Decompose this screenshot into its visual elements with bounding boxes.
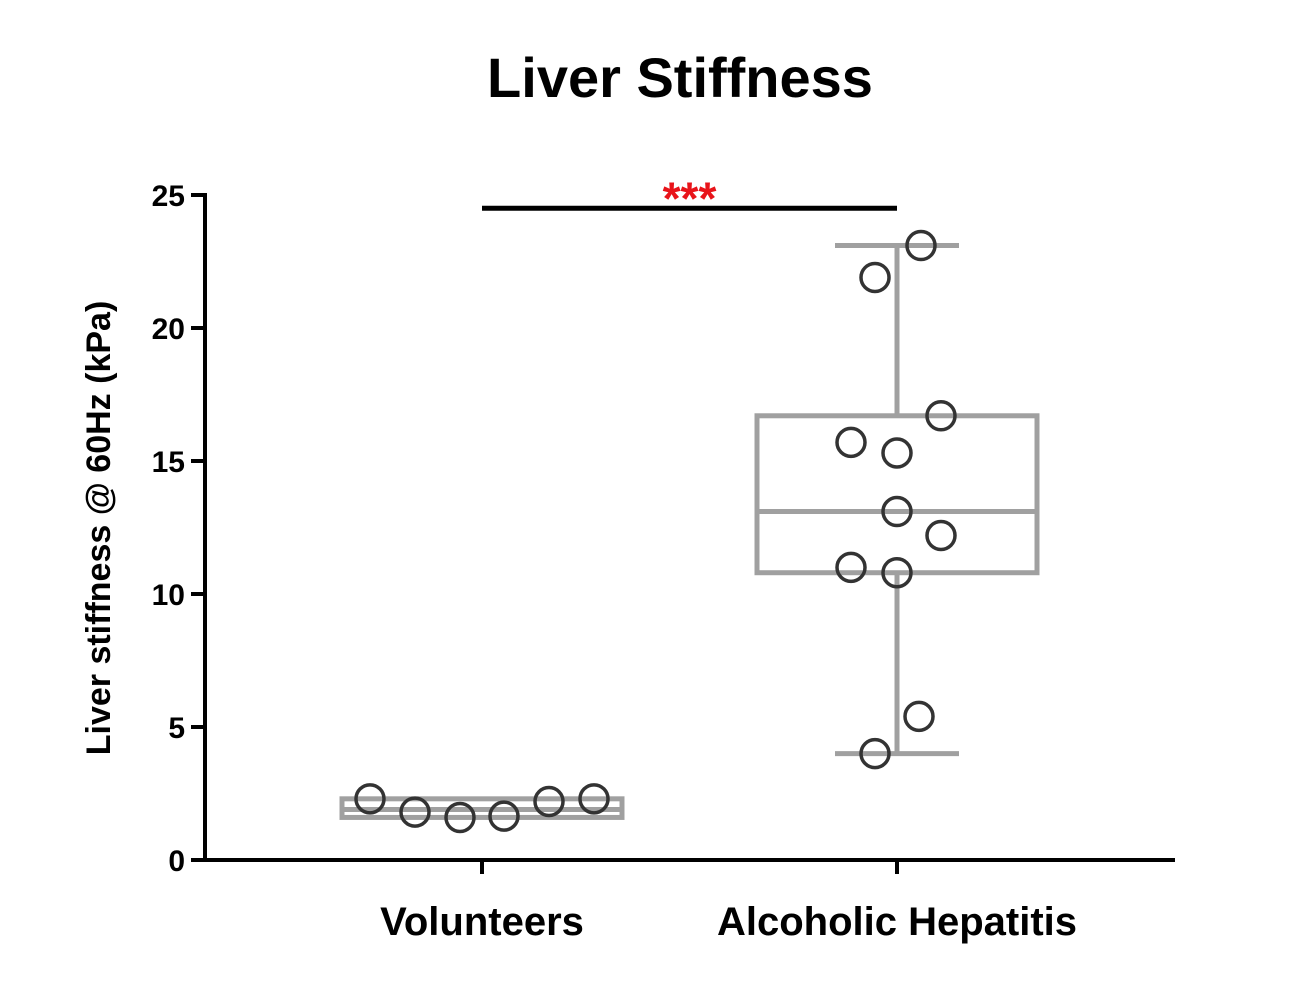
x-tick-label: Volunteers <box>380 900 584 944</box>
y-tick-label: 20 <box>152 313 185 346</box>
data-point <box>399 796 431 828</box>
data-point <box>835 551 867 584</box>
significance-annotation: *** <box>482 172 897 224</box>
data-point <box>903 700 935 733</box>
chart-title: Liver Stiffness <box>487 46 873 109</box>
y-tick-label: 10 <box>152 579 185 612</box>
data-point <box>835 426 867 459</box>
data-point <box>905 229 937 262</box>
data-point <box>488 800 520 832</box>
y-tick-label: 0 <box>168 845 185 878</box>
data-point <box>881 556 913 589</box>
data-point <box>444 801 476 834</box>
data-point <box>533 785 565 818</box>
data-point <box>859 737 891 770</box>
y-axis-label: Liver stiffness @ 60Hz (kPa) <box>80 301 118 756</box>
boxes <box>339 243 1040 820</box>
box-iqr <box>754 413 1040 576</box>
y-tick-label: 5 <box>168 712 185 745</box>
data-point <box>881 437 913 469</box>
data-point <box>859 261 891 294</box>
data-point <box>881 495 913 528</box>
significance-stars: *** <box>663 172 717 224</box>
y-tick-label: 25 <box>152 180 185 213</box>
data-point <box>925 519 957 552</box>
data-points <box>354 229 957 834</box>
data-point <box>578 783 610 815</box>
data-point <box>354 783 386 815</box>
box-alcoholic-hepatitis <box>754 243 1040 757</box>
axes: 0 5 10 15 20 25 Volunteers Alcoholic Hepatitis <box>152 180 1175 944</box>
data-point <box>925 400 957 432</box>
y-tick-label: 15 <box>152 446 185 479</box>
box-volunteers <box>339 796 625 820</box>
x-tick-label: Alcoholic Hepatitis <box>717 900 1077 944</box>
